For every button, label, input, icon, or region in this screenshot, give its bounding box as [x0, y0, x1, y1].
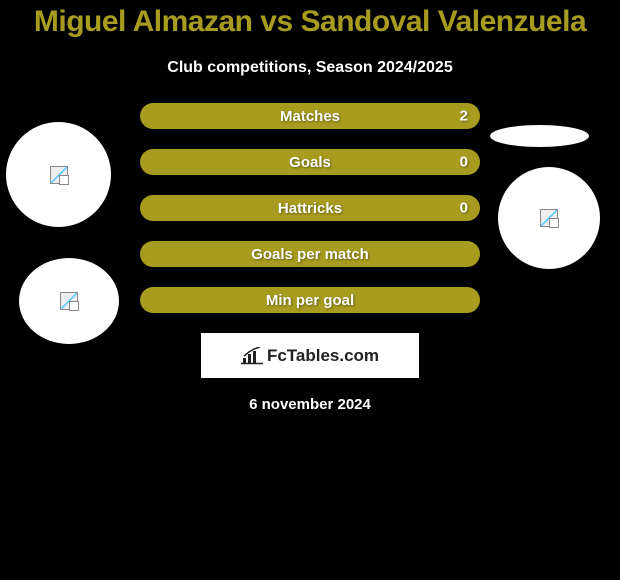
player2-pill-placeholder — [490, 125, 589, 147]
page-subtitle: Club competitions, Season 2024/2025 — [0, 59, 620, 77]
player1-club-placeholder — [19, 258, 119, 344]
stat-bar-hattricks: Hattricks 0 — [140, 195, 480, 221]
broken-image-icon — [60, 292, 78, 310]
stat-label: Goals per match — [251, 246, 369, 263]
brand-text: FcTables.com — [267, 346, 379, 366]
brand-chart-icon — [241, 347, 263, 365]
stat-value: 0 — [460, 200, 468, 217]
stat-bar-goals-per-match: Goals per match — [140, 241, 480, 267]
date-label: 6 november 2024 — [0, 396, 620, 413]
player1-photo-placeholder — [6, 122, 111, 227]
stat-bar-min-per-goal: Min per goal — [140, 287, 480, 313]
broken-image-icon — [50, 166, 68, 184]
stats-panel: Matches 2 Goals 0 Hattricks 0 Goals per … — [140, 103, 480, 313]
broken-image-icon — [540, 209, 558, 227]
brand-badge: FcTables.com — [201, 333, 419, 378]
stat-bar-goals: Goals 0 — [140, 149, 480, 175]
stat-label: Min per goal — [266, 292, 354, 309]
stat-label: Goals — [289, 154, 331, 171]
page-title: Miguel Almazan vs Sandoval Valenzuela — [0, 0, 620, 39]
stat-label: Matches — [280, 108, 340, 125]
stat-label: Hattricks — [278, 200, 342, 217]
stat-bar-matches: Matches 2 — [140, 103, 480, 129]
stat-value: 0 — [460, 154, 468, 171]
player2-photo-placeholder — [498, 167, 600, 269]
stat-value: 2 — [460, 108, 468, 125]
